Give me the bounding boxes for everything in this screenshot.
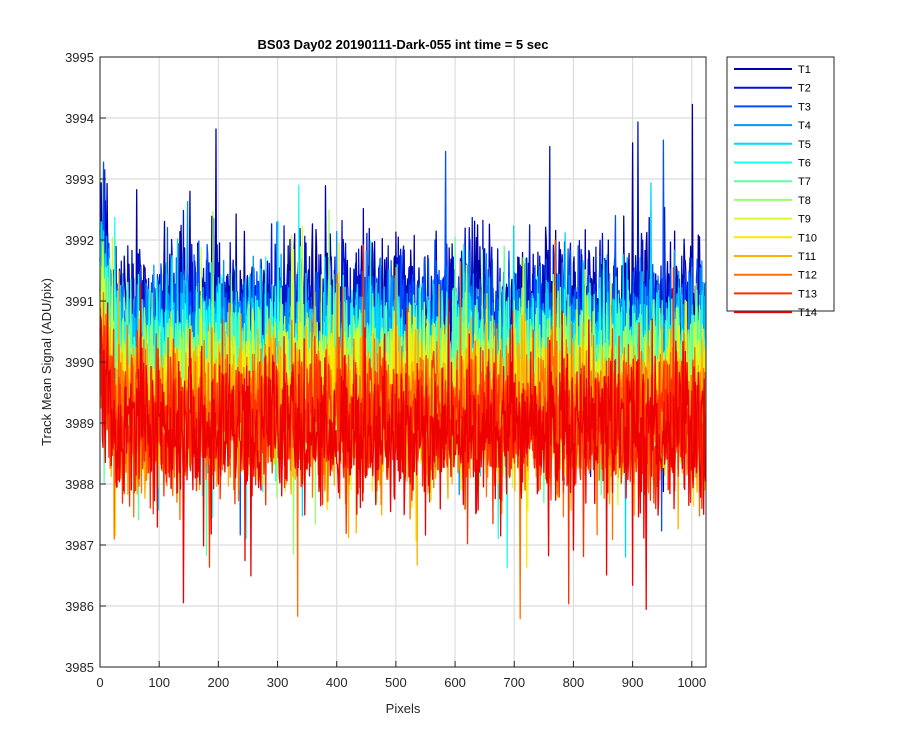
x-tick-label: 0 (96, 675, 103, 690)
y-tick-label: 3985 (65, 660, 94, 675)
series-line-T14 (99, 282, 707, 610)
y-tick-label: 3987 (65, 538, 94, 553)
x-tick-label: 800 (563, 675, 585, 690)
y-tick-label: 3988 (65, 477, 94, 492)
legend-label-T6: T6 (798, 158, 811, 170)
legend-label-T9: T9 (798, 214, 811, 226)
x-tick-label: 1000 (677, 675, 706, 690)
legend-label-T4: T4 (798, 120, 811, 132)
legend-label-T12: T12 (798, 270, 817, 282)
series-group (99, 103, 707, 620)
x-tick-label: 600 (444, 675, 466, 690)
legend-label-T10: T10 (798, 232, 817, 244)
y-tick-label: 3989 (65, 416, 94, 431)
x-tick-label: 100 (148, 675, 170, 690)
legend-label-T13: T13 (798, 288, 817, 300)
legend-label-T14: T14 (798, 307, 817, 319)
x-tick-labels: 0 100 200 300 400 500 600 700 800 900 1000 (96, 675, 706, 690)
y-tick-label: 3992 (65, 233, 94, 248)
legend-label-T1: T1 (798, 64, 811, 76)
y-tick-labels: 3985 3986 3987 3988 3989 3990 3991 3992 3993 3994… (65, 50, 94, 675)
y-tick-label: 3995 (65, 50, 94, 65)
x-tick-label: 700 (503, 675, 525, 690)
legend-label-T2: T2 (798, 83, 811, 95)
y-tick-label: 3994 (65, 111, 94, 126)
legend-label-T5: T5 (798, 139, 811, 151)
axes (99, 56, 707, 668)
y-tick-label: 3986 (65, 599, 94, 614)
x-tick-label: 900 (622, 675, 644, 690)
x-axis-label: Pixels (386, 701, 421, 716)
y-axis-label: Track Mean Signal (ADU/pix) (39, 278, 54, 446)
legend-label-T11: T11 (798, 251, 816, 263)
x-tick-label: 300 (267, 675, 289, 690)
chart-title: BS03 Day02 20190111-Dark-055 int time = … (258, 37, 549, 52)
legend-box (726, 56, 835, 312)
legend-label-T7: T7 (798, 176, 811, 188)
x-tick-label: 400 (326, 675, 348, 690)
y-tick-label: 3991 (65, 294, 94, 309)
y-tick-label: 3990 (65, 355, 94, 370)
y-tick-label: 3993 (65, 172, 94, 187)
x-tick-label: 500 (385, 675, 407, 690)
legend-label-T3: T3 (798, 101, 811, 113)
x-tick-label: 200 (208, 675, 230, 690)
legend: T1 T2 T3 T4 T5 T6 T7 T8 T9 T10 T11 T12 T13 T14 (726, 56, 835, 319)
legend-label-T8: T8 (798, 195, 811, 207)
